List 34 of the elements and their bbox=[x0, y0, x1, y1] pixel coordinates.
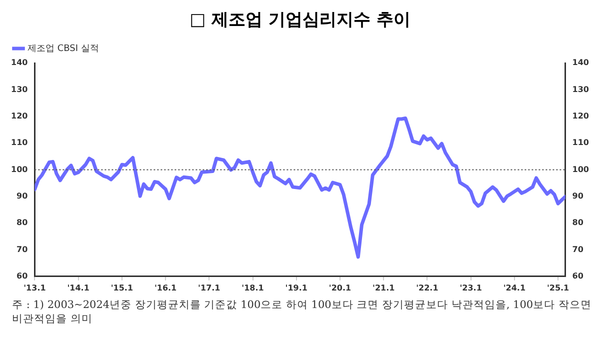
y2-tick-label: 140 bbox=[572, 58, 590, 68]
chart-title: □ 제조업 기업심리지수 추이 bbox=[188, 9, 412, 32]
x-tick-label: '13.1 bbox=[24, 283, 46, 292]
y-tick-label: 100 bbox=[10, 164, 28, 174]
x-tick-label: '19.1 bbox=[285, 283, 308, 292]
y-tick-label: 90 bbox=[16, 191, 28, 200]
x-tick-label: '16.1 bbox=[154, 283, 178, 292]
y-tick-label: 80 bbox=[16, 218, 28, 228]
legend-label: 제조업 CBSI 실적 bbox=[28, 44, 99, 54]
y2-tick-label: 80 bbox=[572, 218, 584, 228]
y2-tick-label: 110 bbox=[572, 138, 590, 148]
x-tick-label: '17.1 bbox=[198, 283, 221, 292]
y-tick-label: 110 bbox=[10, 138, 28, 148]
y2-tick-label: 100 bbox=[572, 164, 590, 174]
y-tick-label: 140 bbox=[10, 58, 28, 68]
x-tick-label: '20.1 bbox=[328, 283, 352, 292]
x-tick-label: '23.1 bbox=[460, 283, 482, 292]
y-tick-label: 70 bbox=[16, 244, 28, 254]
y2-tick-label: 130 bbox=[572, 84, 590, 94]
text: 주 : 1) 2003~2024년중 장기평균치를 기준값 100으로 하여 100보다 크면 장기평균보다 낙관적임을, 100보다 작으면 비관적임을 의미 bbox=[11, 298, 592, 326]
y2-tick-label: 70 bbox=[572, 244, 584, 254]
y2-tick-label: 90 bbox=[572, 191, 584, 200]
y2-tick-label: 120 bbox=[572, 111, 590, 120]
y-tick-label: 60 bbox=[16, 271, 28, 280]
y-tick-label: 130 bbox=[10, 84, 28, 94]
x-tick-label: '24.1 bbox=[503, 283, 526, 292]
x-tick-label: '15.1 bbox=[110, 283, 134, 292]
x-tick-label: '18.1 bbox=[242, 283, 264, 292]
x-tick-label: '21.1 bbox=[372, 283, 396, 292]
x-tick-label: '25.1 bbox=[546, 283, 570, 292]
x-tick-label: '22.1 bbox=[416, 283, 439, 292]
y2-tick-label: 60 bbox=[572, 271, 584, 280]
x-tick-label: '14.1 bbox=[67, 283, 90, 292]
y-tick-label: 120 bbox=[10, 111, 28, 120]
